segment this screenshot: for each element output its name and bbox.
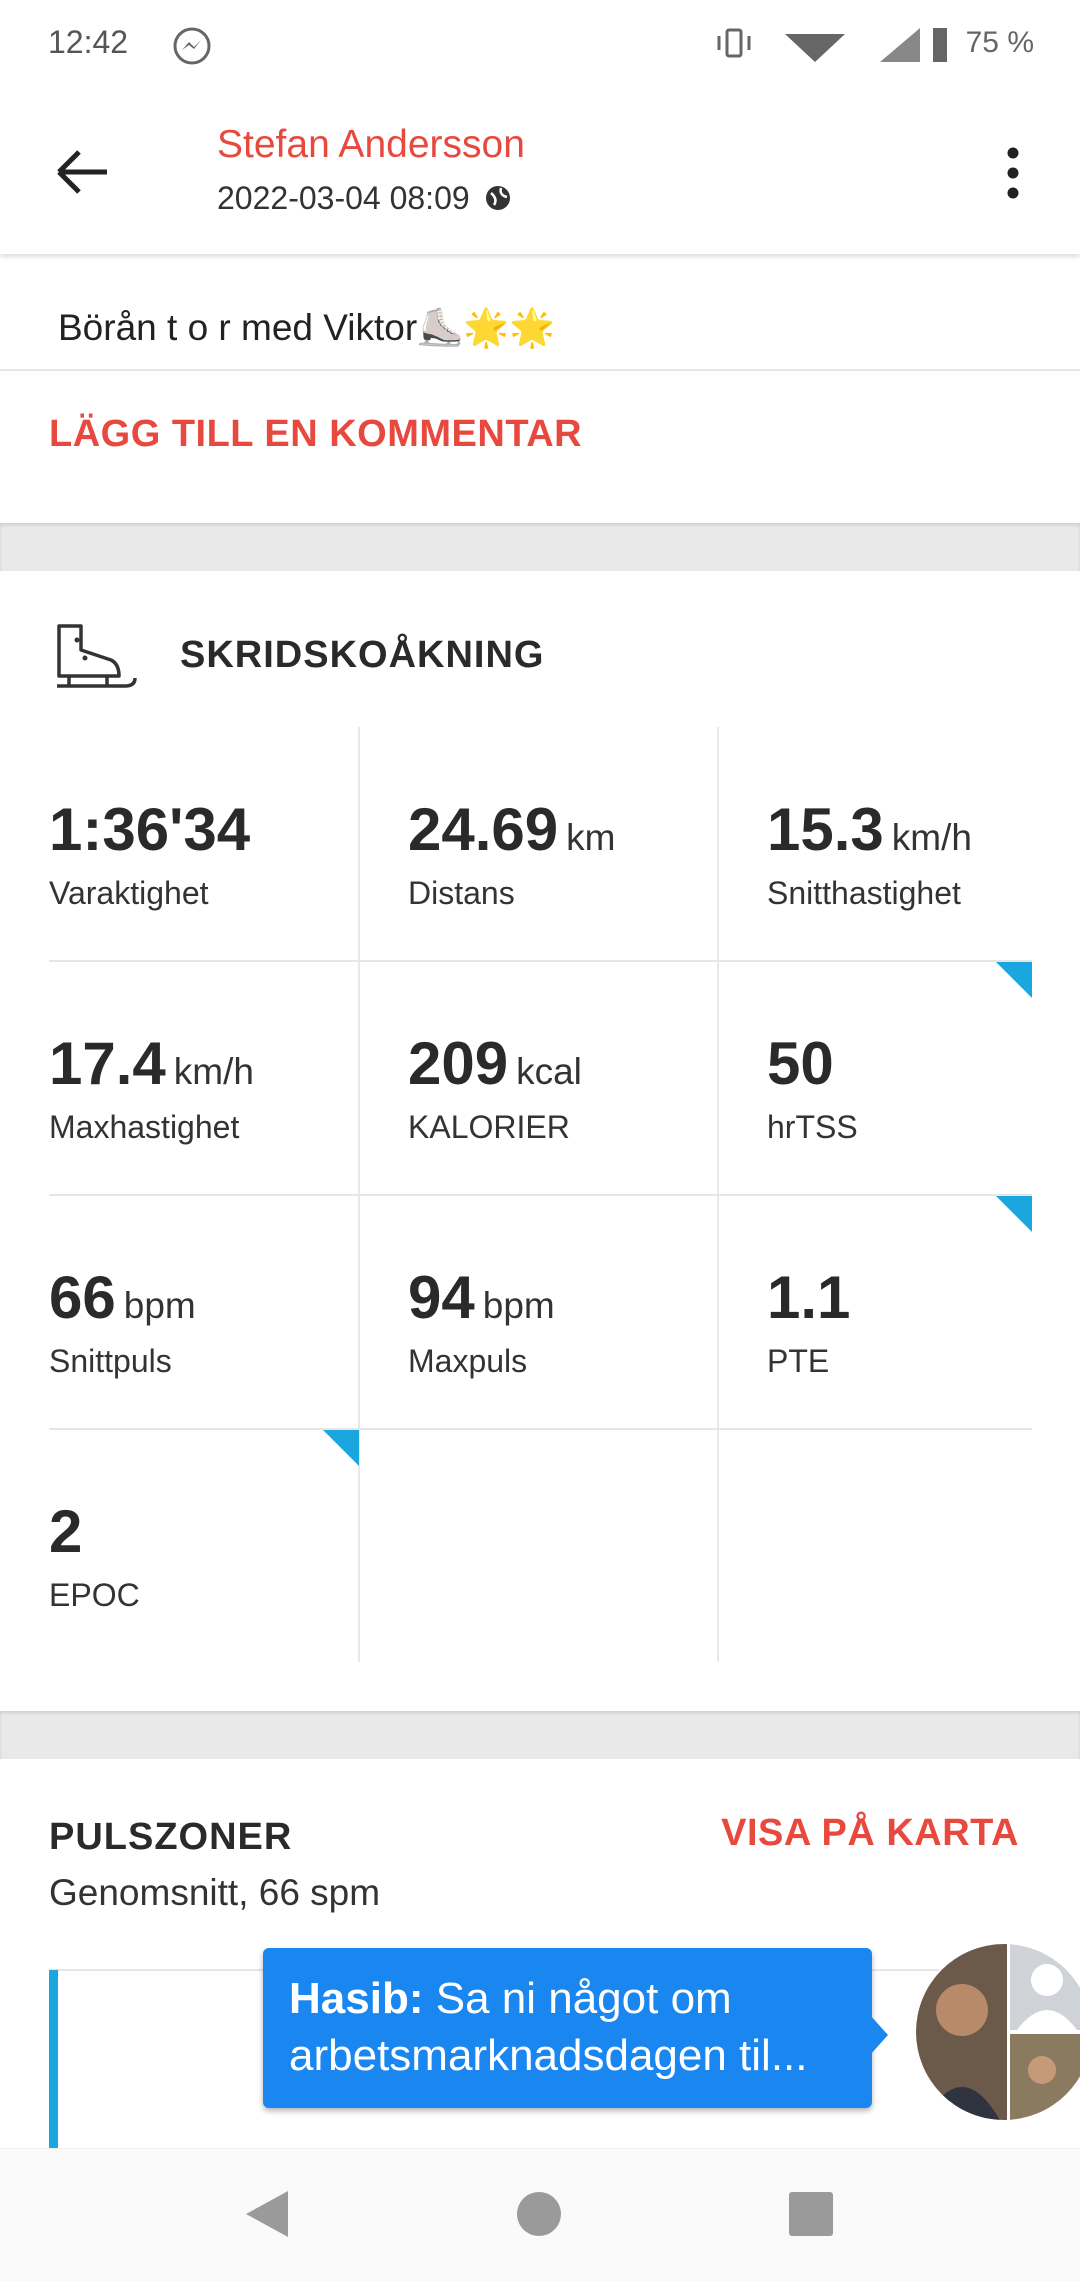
stat-unit: km/h	[891, 817, 972, 858]
date-text: 2022-03-04 08:09	[217, 180, 470, 216]
chat-avatar[interactable]	[912, 1940, 1080, 2124]
stat-unit: km/h	[173, 1051, 254, 1092]
stat-value-row: 209 kcal	[408, 1029, 582, 1098]
stat-label: Maxpuls	[408, 1343, 528, 1379]
section-gap	[0, 523, 1080, 571]
stat-value-row: 94 bpm	[408, 1263, 555, 1332]
battery-text: 75 %	[965, 26, 1034, 59]
info-corner[interactable]	[996, 1196, 1032, 1232]
stat-label: hrTSS	[767, 1109, 858, 1145]
stat-unit: bpm	[123, 1285, 196, 1326]
nav-home[interactable]	[516, 2191, 562, 2237]
messenger-icon	[173, 27, 211, 65]
grid-divider	[49, 960, 1032, 962]
activity-title: SKRIDSKOÅKNING	[180, 634, 545, 676]
show-map-link[interactable]: VISA PÅ KARTA	[721, 1812, 1019, 1854]
stat-cell: 17.4 km/h Maxhastighet	[49, 961, 349, 1195]
stat-unit: bpm	[482, 1285, 555, 1326]
info-corner[interactable]	[996, 962, 1032, 998]
clock: 12:42	[48, 24, 129, 60]
user-name[interactable]: Stefan Andersson	[217, 123, 525, 166]
back-button[interactable]	[55, 147, 111, 197]
stat-cell: 1:36'34 Varaktighet	[49, 727, 349, 961]
stat-value-row: 1.1	[767, 1263, 850, 1332]
stat-cell: 24.69 km Distans	[408, 727, 708, 961]
stat-value: 50	[767, 1030, 834, 1097]
info-corner[interactable]	[323, 1430, 359, 1466]
chat-bubble[interactable]: Hasib: Sa ni något om arbetsmarknadsdage…	[263, 1948, 872, 2108]
stat-value: 15.3	[767, 796, 884, 863]
stat-value-row: 24.69 km	[408, 795, 615, 864]
stat-unit: kcal	[516, 1051, 582, 1092]
stat-cell: 66 bpm Snittpuls	[49, 1195, 349, 1429]
stat-label: Snittpuls	[49, 1343, 172, 1379]
pulse-subtitle: Genomsnitt, 66 spm	[49, 1872, 381, 1913]
stat-value-row: 17.4 km/h	[49, 1029, 254, 1098]
stat-cell: 15.3 km/h Snitthastighet	[767, 727, 1067, 961]
stat-value: 94	[408, 1264, 475, 1331]
stat-value: 209	[408, 1030, 509, 1097]
nav-recents[interactable]	[788, 2191, 834, 2237]
stat-value-row: 50	[767, 1029, 834, 1098]
divider	[0, 369, 1080, 371]
stat-label: Varaktighet	[49, 875, 209, 911]
stat-label: EPOC	[49, 1577, 140, 1613]
stat-cell: 2 EPOC	[49, 1429, 349, 1663]
grid-divider	[49, 1428, 1032, 1430]
stat-cell: 209 kcal KALORIER	[408, 961, 708, 1195]
activity-date: 2022-03-04 08:09	[217, 180, 513, 217]
stat-value-row: 1:36'34	[49, 795, 250, 864]
nav-bar	[0, 2148, 1080, 2281]
app-header: Stefan Andersson 2022-03-04 08:09	[0, 87, 1080, 254]
chat-sender: Hasib:	[289, 1974, 424, 2023]
globe-icon	[485, 186, 510, 210]
description: Börån t o r med Viktor⛸️🌟🌟	[58, 307, 556, 348]
grid-divider	[49, 1194, 1032, 1196]
stat-value: 17.4	[49, 1030, 166, 1097]
stat-label: Maxhastighet	[49, 1109, 240, 1145]
stat-label: Distans	[408, 875, 515, 911]
chat-message: Sa ni något om arbetsmarknadsdagen til..…	[289, 1974, 808, 2080]
stat-cell: 1.1 PTE	[767, 1195, 1067, 1429]
stat-unit: km	[566, 817, 616, 858]
stat-value: 24.69	[408, 796, 559, 863]
menu-button[interactable]	[1000, 145, 1026, 201]
stat-value-row: 66 bpm	[49, 1263, 196, 1332]
stat-value: 1:36'34	[49, 796, 251, 863]
stats-grid: 1:36'34 Varaktighet 24.69 km Distans 15.3 km/h…	[0, 727, 1080, 1663]
stat-value: 1.1	[767, 1264, 851, 1331]
stat-value-row: 2	[49, 1497, 82, 1566]
stat-value: 2	[49, 1498, 83, 1565]
stat-label: Snitthastighet	[767, 875, 961, 911]
skate-icon	[57, 624, 137, 688]
pulse-title: PULSZONER	[49, 1816, 293, 1858]
bubble-tail	[870, 2015, 888, 2055]
section-gap	[0, 1711, 1080, 1759]
stat-label: KALORIER	[408, 1109, 570, 1145]
status-bar: 12:42 75 %	[0, 0, 1080, 87]
chart-axis	[49, 1970, 58, 2148]
stat-value: 66	[49, 1264, 116, 1331]
stat-label: PTE	[767, 1343, 830, 1379]
stat-cell: 94 bpm Maxpuls	[408, 1195, 708, 1429]
stat-cell: 50 hrTSS	[767, 961, 1067, 1195]
add-comment-button[interactable]: LÄGG TILL EN KOMMENTAR	[49, 413, 583, 455]
stat-value-row: 15.3 km/h	[767, 795, 972, 864]
status-icons	[717, 28, 947, 62]
nav-back[interactable]	[244, 2189, 290, 2239]
